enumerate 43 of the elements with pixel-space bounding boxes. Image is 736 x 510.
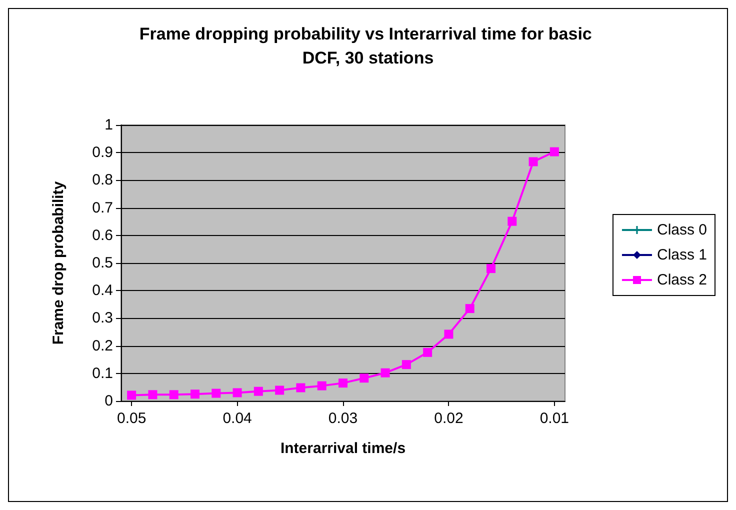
point <box>212 388 221 398</box>
y-tick-label: 0.1 <box>92 364 113 382</box>
y-tick-label: 0.4 <box>92 282 113 300</box>
point <box>232 388 242 398</box>
y-axis-title: Frame drop probability <box>50 180 67 345</box>
legend-label: Class 0 <box>656 222 708 238</box>
y-tick-label: 0.5 <box>92 254 113 272</box>
y-tick-label: 0.3 <box>92 310 113 327</box>
x-axis-title: Interarrival time/s <box>280 440 406 457</box>
point <box>169 390 178 400</box>
point <box>528 157 538 166</box>
y-tick-label: 1 <box>104 116 113 134</box>
point <box>486 264 496 274</box>
point <box>423 348 432 357</box>
point <box>380 368 390 378</box>
point <box>444 330 454 339</box>
y-tick-label: 0.7 <box>92 199 113 216</box>
x-tick-label: 0.05 <box>116 410 146 427</box>
point <box>148 390 158 400</box>
point <box>190 390 200 399</box>
point <box>254 386 263 396</box>
y-tick-label: 0.6 <box>92 226 113 244</box>
x-tick-label: 0.04 <box>222 410 252 427</box>
point <box>360 374 369 383</box>
y-tick-label: 0.9 <box>92 144 113 162</box>
point <box>402 360 411 370</box>
point <box>338 378 348 388</box>
x-tick-label: 0.01 <box>540 410 570 427</box>
y-tick-label: 0.8 <box>92 172 113 189</box>
point <box>317 381 326 390</box>
y-tick-label: 0.2 <box>92 337 113 354</box>
x-tick-label: 0.02 <box>434 410 464 427</box>
point <box>296 383 306 392</box>
point <box>508 216 517 226</box>
point <box>465 304 474 314</box>
chart-title: Frame dropping probability vs Interarrival time for basic DCF, 30 stations <box>139 24 597 68</box>
legend-label: Class 2 <box>656 272 708 288</box>
point <box>127 390 136 400</box>
point <box>550 147 559 156</box>
y-tick-label: 0 <box>104 392 113 410</box>
point <box>275 386 284 395</box>
x-tick-label: 0.03 <box>328 410 358 427</box>
legend-label: Class 1 <box>656 246 708 264</box>
